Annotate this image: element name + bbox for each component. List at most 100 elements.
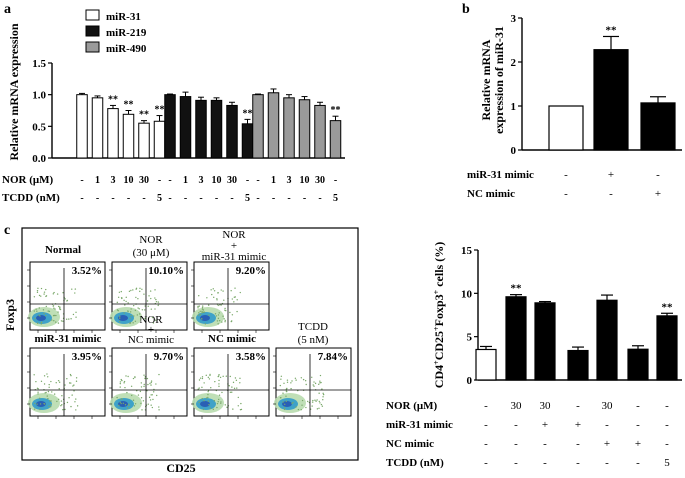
- bar: [505, 296, 527, 381]
- event-dot: [198, 401, 200, 404]
- event-dot: [201, 308, 204, 310]
- event-dot: [316, 408, 319, 410]
- event-dot: [199, 314, 202, 316]
- treatment-value: 30: [511, 400, 523, 412]
- event-dot: [40, 295, 42, 297]
- event-dot: [285, 390, 288, 392]
- event-dot: [52, 293, 55, 295]
- event-dot: [282, 392, 284, 394]
- significance-mark: **: [155, 105, 165, 116]
- event-dot: [70, 382, 72, 384]
- event-dot: [46, 373, 48, 375]
- event-dot: [47, 376, 49, 378]
- event-dot: [50, 400, 52, 402]
- event-dot: [280, 378, 282, 380]
- event-dot: [228, 385, 230, 387]
- event-dot: [221, 321, 223, 323]
- event-dot: [150, 404, 152, 406]
- treatment-value: -: [543, 457, 547, 469]
- event-dot: [236, 299, 238, 301]
- event-dot: [45, 391, 47, 394]
- event-dot: [142, 400, 145, 402]
- event-dot: [47, 390, 50, 393]
- event-dot: [219, 376, 222, 379]
- event-dot: [75, 380, 78, 382]
- event-dot: [62, 291, 64, 294]
- event-dot: [70, 405, 72, 408]
- event-dot: [150, 380, 153, 382]
- event-dot: [152, 398, 154, 401]
- bar: [548, 105, 584, 151]
- event-dot: [36, 289, 39, 292]
- event-dot: [40, 321, 43, 324]
- y-tick-label: 5: [467, 332, 473, 344]
- treatment-value: 30: [602, 400, 614, 412]
- quadrant-percent: 7.84%: [318, 351, 348, 363]
- treatment-value: 30: [227, 175, 237, 186]
- event-dot: [54, 314, 56, 317]
- event-dot: [216, 298, 218, 300]
- event-dot: [116, 309, 119, 311]
- event-dot: [133, 405, 136, 407]
- event-dot: [286, 379, 289, 381]
- event-dot: [143, 383, 145, 386]
- event-dot: [146, 300, 149, 302]
- bar: [283, 97, 295, 159]
- event-dot: [132, 289, 134, 291]
- event-dot: [45, 288, 47, 291]
- event-dot: [42, 309, 45, 311]
- flow-title: +: [231, 240, 237, 252]
- event-dot: [218, 312, 220, 314]
- event-dot: [218, 319, 221, 322]
- y-tick-label: 3: [511, 13, 517, 25]
- event-dot: [55, 314, 57, 317]
- event-dot: [229, 375, 231, 378]
- event-dot: [141, 288, 143, 290]
- flow-title: NOR: [139, 314, 163, 326]
- event-dot: [123, 312, 125, 314]
- event-dot: [47, 397, 49, 400]
- event-dot: [230, 290, 232, 292]
- treatment-value: -: [287, 193, 290, 204]
- event-dot: [33, 408, 36, 410]
- event-dot: [133, 315, 135, 317]
- event-dot: [313, 381, 315, 383]
- event-dot: [211, 293, 213, 296]
- event-dot: [217, 317, 220, 320]
- event-dot: [224, 319, 226, 322]
- event-dot: [240, 402, 242, 405]
- event-dot: [120, 290, 122, 293]
- event-dot: [118, 404, 120, 407]
- event-dot: [292, 401, 294, 404]
- event-dot: [322, 399, 324, 401]
- event-dot: [57, 311, 59, 313]
- event-dot: [59, 307, 61, 309]
- event-dot: [121, 297, 123, 300]
- flow-title: NC mimic: [128, 334, 174, 346]
- event-dot: [139, 390, 142, 393]
- event-dot: [214, 380, 216, 383]
- event-dot: [58, 388, 60, 390]
- event-dot: [201, 310, 203, 313]
- treatment-value: -: [230, 193, 233, 204]
- bar: [329, 120, 342, 159]
- event-dot: [284, 403, 286, 406]
- treatment-value: -: [484, 419, 488, 431]
- treatment-row-label: NC mimic: [386, 438, 434, 450]
- treatment-value: -: [199, 193, 202, 204]
- event-dot: [129, 317, 131, 319]
- event-dot: [149, 290, 152, 292]
- event-dot: [218, 374, 220, 376]
- bar: [656, 315, 678, 381]
- y-tick-label: 0: [511, 145, 517, 157]
- event-dot: [305, 383, 307, 386]
- event-dot: [39, 397, 41, 399]
- event-dot: [134, 320, 137, 322]
- event-dot: [219, 304, 221, 306]
- event-dot: [128, 290, 131, 293]
- event-dot: [59, 308, 62, 311]
- event-dot: [58, 381, 61, 383]
- event-dot: [134, 309, 137, 312]
- event-dot: [143, 385, 145, 388]
- event-dot: [201, 312, 203, 314]
